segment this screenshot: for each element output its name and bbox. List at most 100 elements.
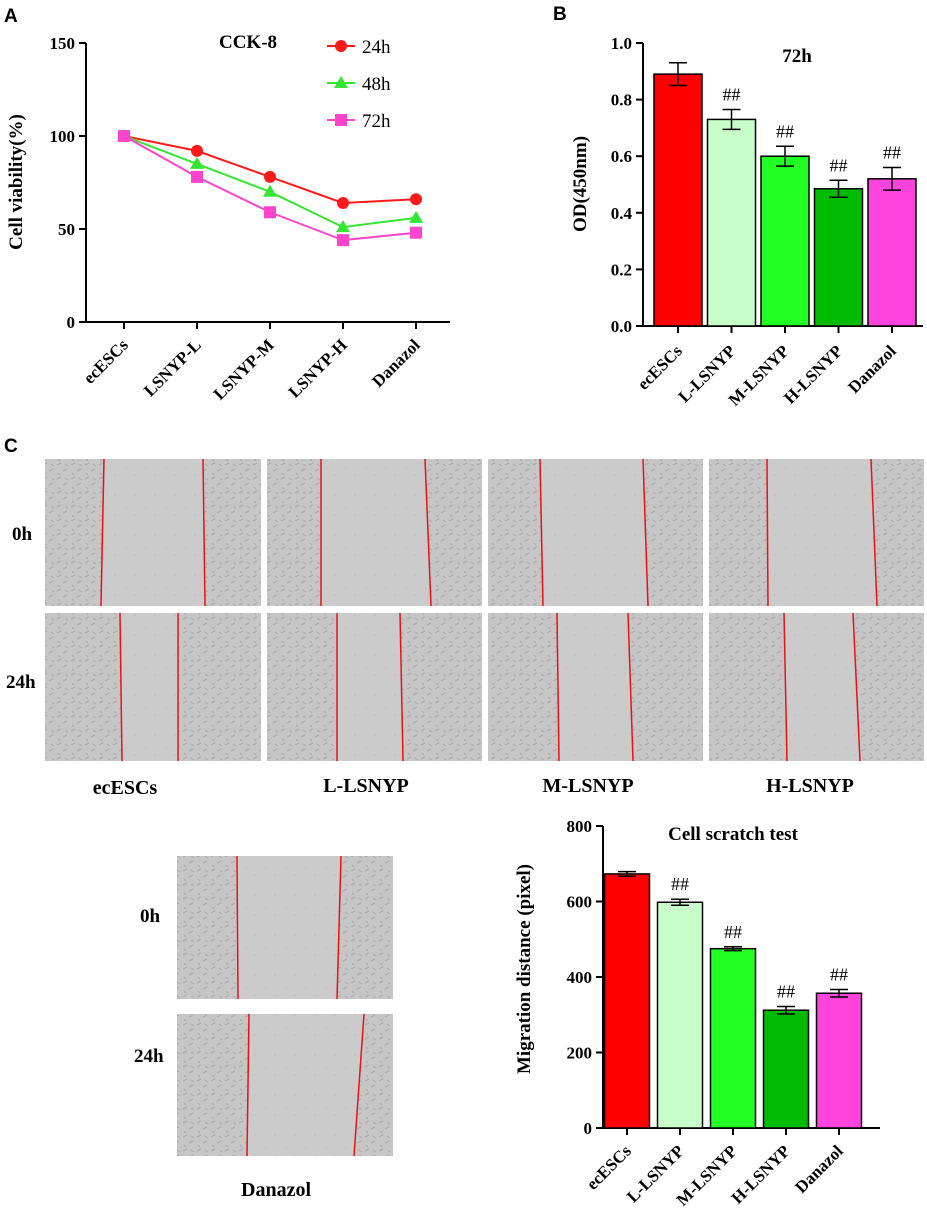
point-48h-lsnyp-m	[263, 184, 277, 197]
y-tick-label: 0	[67, 313, 76, 332]
scratch-edge-left	[119, 612, 123, 762]
scratch-edge-right	[353, 1013, 365, 1157]
micrograph-l-lsnyp-24h	[267, 612, 482, 762]
micrograph-h-lsnyp-24h	[709, 612, 924, 762]
scratch-edge-right	[870, 458, 878, 607]
point-24h-danazol	[410, 193, 422, 206]
legend-label-48h: 48h	[362, 74, 391, 95]
y-tick-label: 0.6	[611, 147, 632, 166]
bar-group-l-lsnyp: ##	[706, 85, 757, 327]
danazol-column-label: Danazol	[241, 1179, 311, 1201]
y-tick-label: 150	[50, 34, 76, 53]
series-72h	[118, 130, 422, 247]
scratch-gap	[784, 613, 860, 761]
y-tick-label: 0.8	[611, 91, 632, 110]
bar-group-h-lsnyp: ##	[813, 155, 864, 327]
point-48h-danazol	[409, 210, 423, 223]
micrograph-ecescs-24h	[45, 612, 261, 762]
point-72h-ecescs	[118, 130, 130, 142]
x-tick-label-danazol: Danazol	[368, 335, 424, 391]
scratch-edge-right	[202, 458, 206, 607]
chart-b-bars: ## ## ## ##	[653, 62, 917, 327]
panel-letter-c: C	[4, 436, 18, 457]
micrograph-column-labels: ecESCs L-LSNYP M-LSNYP H-LSNYP	[93, 775, 854, 799]
point-24h-lsnyp-m	[264, 170, 276, 183]
significance-label: ##	[777, 981, 795, 1001]
legend-marker-48h	[334, 76, 348, 88]
point-48h-lsnyp-h	[336, 220, 350, 233]
y-tick-label: 0.0	[611, 317, 632, 336]
bar-group-danazol: ##	[815, 964, 863, 1129]
micrograph-danazol-24h	[177, 1013, 393, 1157]
legend-marker-24h	[335, 40, 347, 52]
x-tick-label-lsnyp-m: LSNYP-M	[210, 335, 278, 403]
chart-a-legend: 24h 48h 72h	[327, 37, 391, 132]
y-tick-label: 0	[584, 1119, 593, 1138]
scratch-gap	[767, 459, 877, 606]
scratch-edge-right	[642, 458, 649, 607]
x-tick-label-danazol: Danazol	[791, 1141, 847, 1197]
chart-a-series	[117, 129, 423, 247]
scratch-edge-left	[539, 458, 544, 607]
micrograph-row-labels: 0h 24h	[6, 524, 36, 693]
y-tick-label: 800	[567, 817, 593, 836]
chart-c-bars: ## ## ## ##	[603, 870, 863, 1129]
micrograph-ecescs-0h	[45, 458, 261, 607]
y-tick-label: 1.0	[611, 34, 632, 53]
y-tick-label: 600	[567, 893, 593, 912]
bar-group-l-lsnyp: ##	[656, 874, 704, 1129]
legend-item-24h: 24h	[327, 37, 391, 58]
y-tick-label: 0.2	[611, 260, 632, 279]
significance-label: ##	[830, 155, 848, 175]
point-72h-lsnyp-m	[264, 206, 276, 219]
significance-label: ##	[776, 121, 794, 141]
danazol-micrographs: 0h 24h Danazol	[134, 906, 311, 1201]
series-48h	[117, 129, 423, 233]
significance-label: ##	[723, 85, 741, 105]
x-tick-label-ecescs: ecESCs	[583, 1141, 635, 1193]
point-72h-lsnyp-l	[191, 170, 203, 183]
scratch-gap	[101, 459, 205, 606]
bar-h-lsnyp	[813, 187, 864, 327]
x-tick-label-h-lsnyp: H-LSNYP	[728, 1141, 794, 1207]
scratch-gap	[120, 613, 178, 761]
x-tick-label-h-lsnyp: H-LSNYP	[780, 341, 846, 407]
scratch-edge-left	[236, 855, 239, 1000]
scratch-gap	[557, 613, 633, 761]
bar-danazol	[815, 992, 863, 1129]
danazol-row-label-0h: 0h	[140, 906, 161, 927]
chart-a-title: CCK-8	[219, 32, 277, 53]
scratch-edge-right	[399, 612, 404, 762]
bar-l-lsnyp	[706, 118, 757, 327]
scratch-edge-right	[424, 458, 432, 607]
scratch-gap	[237, 856, 341, 999]
scratch-micrograph-grid: 0h 24h ecESCs L-LSNYP M-LSNYP H-LSNYP 0h…	[6, 458, 924, 1201]
y-tick-label: 400	[567, 968, 593, 987]
chart-b-od-bar-chart: 72h OD(450nm) 0.00.20.40.60.81.0ecESCsL-…	[570, 34, 923, 410]
significance-label: ##	[671, 874, 689, 894]
x-tick-label-lsnyp-l: LSNYP-L	[140, 335, 205, 400]
legend-label-24h: 24h	[362, 37, 391, 58]
col-label-m-lsnyp: M-LSNYP	[542, 775, 633, 797]
danazol-row-label-24h: 24h	[134, 1046, 164, 1067]
scratch-gap	[247, 1014, 364, 1156]
col-label-h-lsnyp: H-LSNYP	[766, 775, 854, 797]
scratch-gap	[337, 613, 403, 761]
scratch-edge-right	[627, 612, 634, 762]
bar-m-lsnyp	[760, 155, 810, 327]
chart-c-migration-bar-chart: Cell scratch test Migration distance (pi…	[514, 817, 880, 1210]
chart-b-ylabel: OD(450nm)	[570, 136, 591, 232]
chart-b-title: 72h	[782, 46, 812, 67]
point-72h-lsnyp-h	[337, 234, 349, 247]
bar-m-lsnyp	[709, 947, 757, 1129]
col-label-ecescs: ecESCs	[93, 777, 158, 799]
x-tick-label-danazol: Danazol	[844, 341, 900, 397]
bar-h-lsnyp	[762, 1009, 810, 1129]
chart-c-ylabel: Migration distance (pixel)	[514, 864, 535, 1074]
micrograph-m-lsnyp-0h	[488, 458, 703, 607]
legend-label-72h: 72h	[362, 111, 391, 132]
micrograph-images	[45, 458, 924, 1157]
scratch-edge-left	[766, 458, 769, 607]
bar-group-h-lsnyp: ##	[762, 981, 810, 1129]
